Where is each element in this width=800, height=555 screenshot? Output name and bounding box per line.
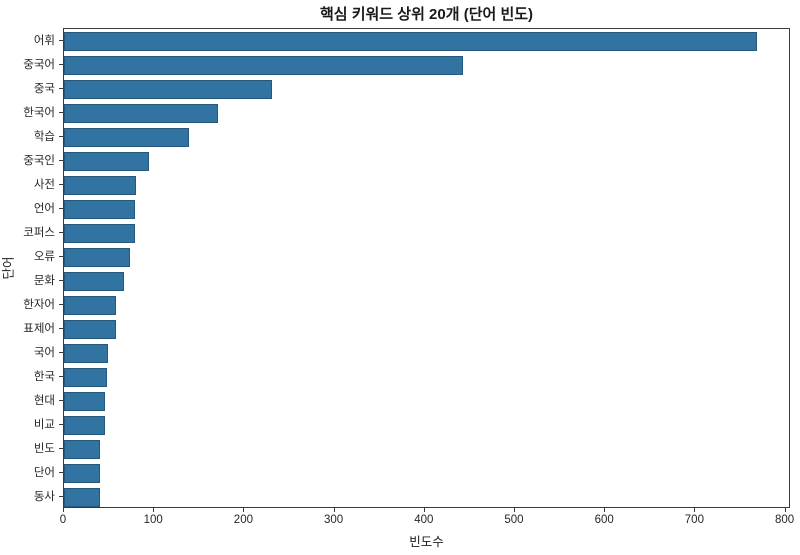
y-tick-mark — [59, 184, 63, 185]
y-tick-mark — [59, 232, 63, 233]
bar-11 — [64, 295, 117, 315]
x-tick-mark — [784, 508, 786, 512]
x-tick-mark — [333, 508, 335, 512]
x-tick-label: 200 — [233, 514, 253, 526]
bar-12 — [64, 319, 117, 339]
y-tick-mark — [59, 160, 63, 161]
y-tick-label: 한국 — [33, 371, 55, 383]
plot-area — [63, 28, 790, 508]
bar-3 — [64, 103, 219, 123]
bar-9 — [64, 247, 130, 267]
y-tick-mark — [59, 40, 63, 41]
bar-13 — [64, 343, 109, 363]
y-tick-label: 사전 — [33, 179, 55, 191]
x-tick-mark — [694, 508, 696, 512]
x-tick-label: 600 — [594, 514, 614, 526]
y-tick-mark — [59, 256, 63, 257]
bar-15 — [64, 391, 105, 411]
y-tick-label: 오류 — [33, 251, 55, 263]
y-tick-label: 현대 — [33, 395, 55, 407]
y-tick-mark — [59, 424, 63, 425]
y-tick-mark — [59, 376, 63, 377]
bar-4 — [64, 127, 190, 147]
y-tick-label: 한자어 — [23, 299, 55, 311]
x-tick-label: 700 — [684, 514, 704, 526]
x-tick-label: 500 — [504, 514, 524, 526]
y-tick-mark — [59, 328, 63, 329]
x-tick-label: 400 — [414, 514, 434, 526]
y-tick-label: 중국어 — [23, 59, 55, 71]
y-tick-label: 표제어 — [23, 323, 55, 335]
x-tick-label: 0 — [59, 514, 67, 526]
x-tick-mark — [423, 508, 425, 512]
x-tick-mark — [153, 508, 155, 512]
bar-8 — [64, 223, 136, 243]
y-tick-label: 국어 — [33, 347, 55, 359]
bar-17 — [64, 439, 101, 459]
y-tick-label: 어휘 — [33, 35, 55, 47]
y-tick-label: 학습 — [33, 131, 55, 143]
y-tick-label: 빈도 — [33, 443, 55, 455]
y-tick-mark — [59, 88, 63, 89]
y-tick-label: 한국어 — [23, 107, 55, 119]
y-tick-label: 언어 — [33, 203, 55, 215]
y-tick-mark — [59, 112, 63, 113]
x-tick-mark — [243, 508, 245, 512]
y-tick-mark — [59, 496, 63, 497]
x-tick-mark — [63, 508, 64, 512]
bar-16 — [64, 415, 105, 435]
chart-title: 핵심 키워드 상위 20개 (단어 빈도) — [319, 6, 534, 23]
y-tick-label: 단어 — [33, 467, 55, 479]
y-tick-label: 코퍼스 — [23, 227, 55, 239]
y-tick-label: 중국인 — [23, 155, 55, 167]
y-tick-mark — [59, 400, 63, 401]
bar-10 — [64, 271, 124, 291]
y-tick-mark — [59, 208, 63, 209]
y-tick-mark — [59, 64, 63, 65]
y-tick-label: 동사 — [33, 491, 55, 503]
x-tick-label: 800 — [774, 514, 795, 526]
y-tick-mark — [59, 472, 63, 473]
bar-2 — [64, 79, 273, 99]
bar-0 — [64, 31, 757, 51]
bar-19 — [64, 487, 101, 507]
y-tick-mark — [59, 280, 63, 281]
y-tick-label: 중국 — [33, 83, 55, 95]
x-tick-label: 100 — [143, 514, 163, 526]
x-axis-label: 빈도수 — [409, 535, 444, 549]
y-tick-label: 비교 — [33, 419, 55, 431]
x-tick-label: 300 — [324, 514, 344, 526]
bar-5 — [64, 151, 149, 171]
y-tick-label: 문화 — [33, 275, 55, 287]
bar-6 — [64, 175, 137, 195]
y-tick-mark — [59, 352, 63, 353]
y-tick-mark — [59, 136, 63, 137]
y-tick-mark — [59, 304, 63, 305]
bar-18 — [64, 463, 101, 483]
bar-1 — [64, 55, 463, 75]
bar-14 — [64, 367, 108, 387]
x-tick-mark — [604, 508, 606, 512]
bar-7 — [64, 199, 136, 219]
x-tick-mark — [513, 508, 515, 512]
y-tick-mark — [59, 448, 63, 449]
